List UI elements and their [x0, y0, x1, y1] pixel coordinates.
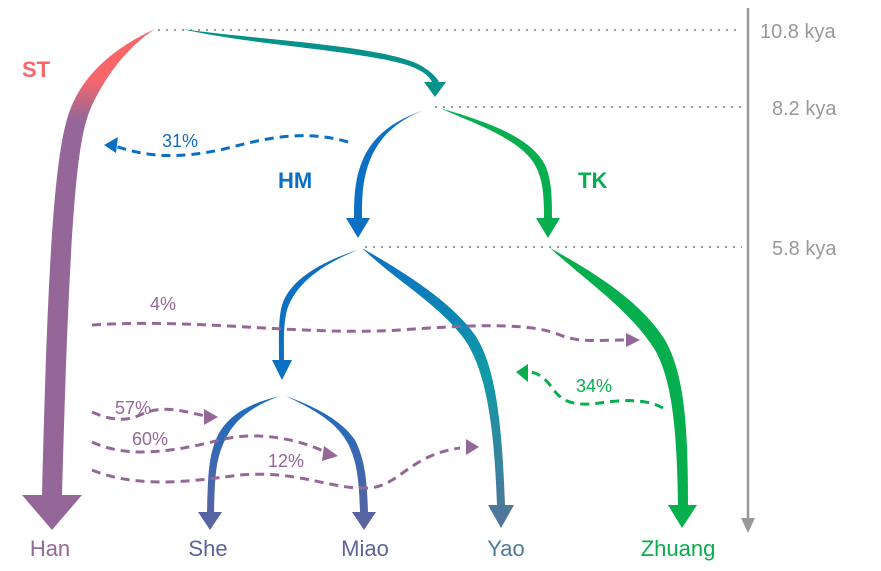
admix-label: 57% [115, 398, 151, 418]
admixture-arrowheads [104, 137, 640, 461]
zhuang-branch [550, 248, 697, 528]
admixture-arrows [91, 134, 664, 490]
time-axis: 10.8 kya 8.2 kya 5.8 kya [158, 8, 837, 533]
group-label-hm: HM [278, 168, 312, 193]
hm-she-miao-ancestor-branch [272, 250, 358, 380]
hm-branch [346, 108, 430, 238]
population-label-zhuang: Zhuang [641, 536, 716, 561]
time-tick-label: 5.8 kya [772, 238, 837, 260]
st-han-branch [22, 29, 155, 530]
admix-57-arrow [91, 407, 206, 421]
group-label-tk: TK [578, 168, 607, 193]
admix-31-arrow [114, 134, 349, 158]
admix-label: 31% [162, 131, 198, 151]
arrowhead [626, 333, 640, 347]
arrowhead [322, 446, 338, 461]
arrowhead [204, 409, 218, 425]
population-label-yao: Yao [487, 536, 525, 561]
yao-branch [362, 248, 514, 528]
admix-60-arrow [91, 434, 329, 455]
time-tick-label: 8.2 kya [772, 98, 837, 120]
admix-label: 34% [576, 376, 612, 396]
time-tick-label: 10.8 kya [760, 21, 836, 43]
miao-branch [286, 396, 376, 530]
tk-branch [440, 108, 560, 238]
population-label-she: She [188, 536, 227, 561]
she-branch [198, 396, 280, 530]
root-branch [182, 29, 446, 97]
population-label-miao: Miao [341, 536, 389, 561]
arrowhead [466, 439, 479, 455]
admix-12-arrow [91, 446, 461, 490]
group-label-st: ST [22, 57, 51, 82]
arrowhead [516, 364, 528, 382]
admix-label: 60% [132, 429, 168, 449]
arrowhead [104, 137, 118, 153]
population-label-han: Han [30, 536, 70, 561]
admix-4-arrow [91, 321, 626, 343]
admix-label: 4% [150, 294, 176, 314]
admix-34-arrow [527, 370, 664, 410]
admix-label: 12% [268, 451, 304, 471]
